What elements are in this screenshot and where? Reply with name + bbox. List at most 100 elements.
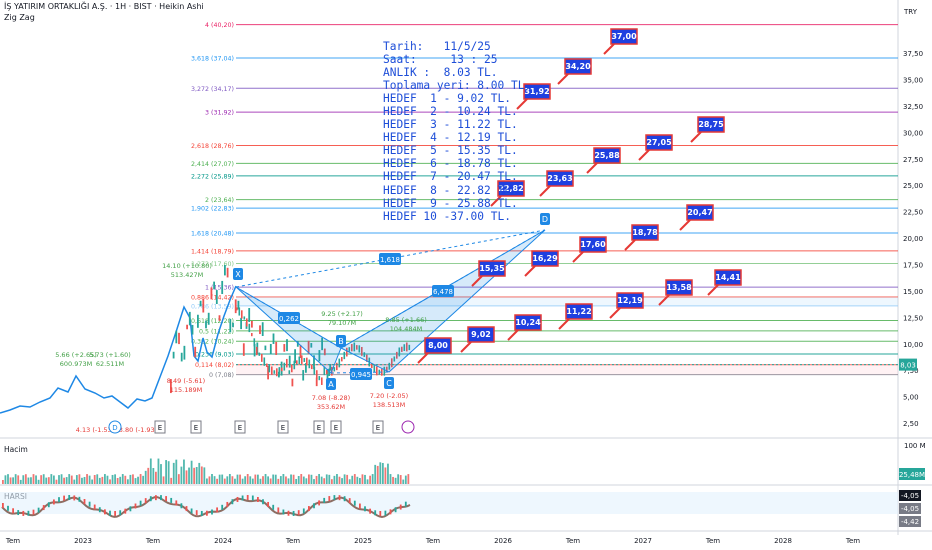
- candle: [398, 347, 401, 357]
- volume-bar: [305, 478, 308, 484]
- volume-bar: [310, 474, 313, 484]
- x-tick-label: Tem: [705, 537, 720, 545]
- harsi-candle: [287, 510, 290, 516]
- target-box: [631, 224, 659, 241]
- candle: [229, 318, 232, 333]
- candle: [186, 324, 188, 330]
- harsi-candle: [364, 506, 366, 512]
- target-pointer: [539, 185, 551, 197]
- earnings-marker-text: E: [281, 424, 285, 432]
- target-pointer: [516, 98, 528, 110]
- volume-bar: [213, 476, 216, 484]
- candle: [267, 365, 269, 380]
- volume-bar: [190, 460, 193, 484]
- volume-bar: [351, 475, 354, 484]
- candle: [264, 345, 267, 351]
- harsi-candle: [313, 503, 315, 509]
- candle: [329, 363, 332, 371]
- candle: [197, 314, 199, 328]
- candle: [261, 353, 263, 362]
- candle: [401, 346, 403, 352]
- harsi-candle: [88, 501, 91, 507]
- harsi-candle: [170, 497, 173, 503]
- harsi-candle: [124, 508, 127, 514]
- earnings-marker-text: E: [376, 424, 380, 432]
- volume-bar: [241, 478, 244, 484]
- harsi-candle: [394, 507, 397, 513]
- x-tick-label: 2023: [74, 537, 92, 545]
- volume-bar: [129, 474, 132, 484]
- zigzag-volume: 62.511M: [96, 360, 124, 368]
- candle: [408, 344, 411, 351]
- target-box: [467, 326, 495, 343]
- volume-bar: [206, 478, 208, 484]
- harsi-candle: [262, 499, 264, 505]
- y-tick-label: 35,00: [903, 77, 923, 85]
- volume-bar: [144, 470, 147, 484]
- volume-bar: [285, 476, 287, 484]
- volume-bar: [9, 477, 12, 484]
- volume-bar: [126, 479, 129, 484]
- candle: [266, 363, 268, 367]
- target-label: 14,41: [715, 273, 741, 282]
- candle: [291, 364, 293, 373]
- candle: [276, 368, 278, 377]
- harsi-candle: [139, 500, 142, 506]
- candle: [283, 362, 286, 371]
- candle: [328, 368, 331, 376]
- target-box: [531, 250, 559, 267]
- candle: [281, 367, 283, 372]
- volume-bar: [96, 474, 99, 484]
- harsi-candle: [308, 506, 310, 512]
- volume-bar: [162, 476, 165, 484]
- harsi-candle: [17, 510, 20, 516]
- candle: [271, 366, 273, 375]
- volume-bar: [397, 474, 400, 484]
- zigzag-volume: 115.189M: [170, 386, 203, 394]
- candle: [298, 356, 301, 365]
- harmonic-ratio-line: [330, 371, 390, 374]
- fib-level-label: 2 (23,64): [205, 197, 234, 204]
- volume-bar: [333, 475, 336, 484]
- target-pointer: [586, 162, 598, 174]
- candle: [221, 280, 224, 294]
- volume-bar: [218, 474, 221, 484]
- candle: [251, 332, 253, 337]
- target-box: [424, 337, 452, 354]
- harsi-candle: [333, 495, 336, 501]
- target-label: 27,05: [646, 138, 672, 147]
- candle: [321, 377, 323, 385]
- candle: [172, 351, 175, 359]
- volume-bar: [195, 467, 198, 484]
- target-label: 37,00: [611, 32, 637, 41]
- zigzag-volume: 138.513M: [373, 401, 406, 409]
- volume-bar: [251, 478, 254, 484]
- harsi-value-tag: [899, 503, 921, 514]
- harsi-candle: [359, 503, 361, 509]
- volume-bar: [313, 479, 315, 484]
- candle: [238, 307, 241, 316]
- target-label: 16,29: [532, 254, 558, 263]
- volume-bar: [239, 474, 241, 484]
- candle: [323, 366, 326, 376]
- candle: [308, 359, 311, 369]
- target-box: [714, 269, 742, 286]
- target-pointer: [609, 307, 621, 319]
- pattern-ratio-label: [379, 253, 401, 265]
- candle: [403, 344, 406, 351]
- candle: [253, 343, 256, 357]
- volume-bar: [149, 458, 152, 484]
- volume-bar: [60, 474, 63, 484]
- harsi-candle: [384, 510, 387, 516]
- volume-bar: [114, 474, 116, 484]
- harsi-candle: [272, 504, 275, 510]
- candle: [311, 365, 313, 370]
- volume-bar: [353, 474, 356, 484]
- target-label: 13,58: [666, 283, 692, 292]
- harsi-candle: [58, 497, 60, 503]
- candle: [283, 344, 286, 352]
- candle: [273, 370, 276, 374]
- candle: [341, 357, 343, 362]
- volume-bar: [188, 467, 190, 484]
